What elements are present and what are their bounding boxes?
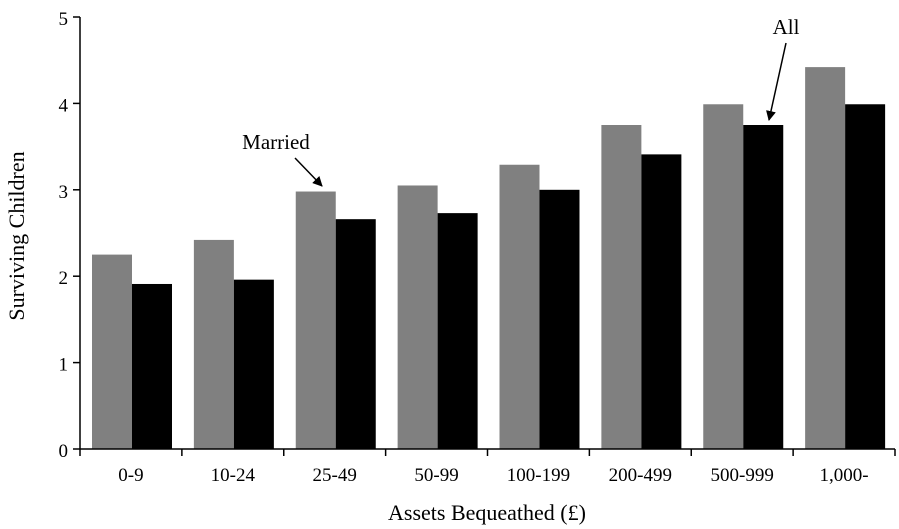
y-tick-label: 0 <box>59 441 69 462</box>
bar-married-0 <box>92 254 132 449</box>
bar-married-6 <box>703 104 744 449</box>
bar-all-1 <box>233 279 274 449</box>
y-tick-label: 1 <box>59 355 69 376</box>
x-tick-label: 200-499 <box>609 465 672 486</box>
bar-married-5 <box>601 125 642 449</box>
bar-married-3 <box>397 185 438 450</box>
y-tick-label: 2 <box>59 268 69 289</box>
annotations-group: Married All <box>242 15 800 187</box>
bar-all-3 <box>437 213 478 449</box>
x-tick-label: 25-49 <box>313 465 357 486</box>
y-tick-label: 5 <box>59 9 69 30</box>
bar-all-6 <box>743 125 784 449</box>
bar-married-1 <box>193 239 234 449</box>
bar-married-7 <box>805 67 846 449</box>
bar-married-2 <box>295 191 336 449</box>
bar-married-4 <box>499 164 540 449</box>
bar-all-5 <box>641 154 682 449</box>
y-ticks-group: 0 1 2 3 4 5 <box>59 9 80 462</box>
bar-all-7 <box>845 104 886 449</box>
x-ticks-group: 0-9 10-24 25-49 50-99 100-199 200-499 500-999 1… <box>79 449 896 486</box>
x-tick-label: 0-9 <box>118 465 143 486</box>
x-tick-label: 1,000- <box>820 465 869 486</box>
annotation-all-arrow <box>766 42 787 121</box>
bars-group <box>92 67 886 450</box>
x-axis-title: Assets Bequeathed (£) <box>388 500 586 525</box>
annotation-married-label: Married <box>242 130 310 154</box>
x-tick-label: 10-24 <box>211 465 256 486</box>
bar-all-4 <box>539 189 580 450</box>
x-tick-label: 100-199 <box>507 465 570 486</box>
bar-all-2 <box>335 219 376 449</box>
y-axis-title: Surviving Children <box>4 151 29 320</box>
bar-all-0 <box>132 283 172 449</box>
x-tick-label: 500-999 <box>711 465 774 486</box>
annotation-all-label: All <box>773 15 800 39</box>
annotation-married-arrow <box>294 157 323 187</box>
x-tick-label: 50-99 <box>414 465 458 486</box>
y-tick-label: 3 <box>59 182 69 203</box>
y-tick-label: 4 <box>59 95 69 116</box>
